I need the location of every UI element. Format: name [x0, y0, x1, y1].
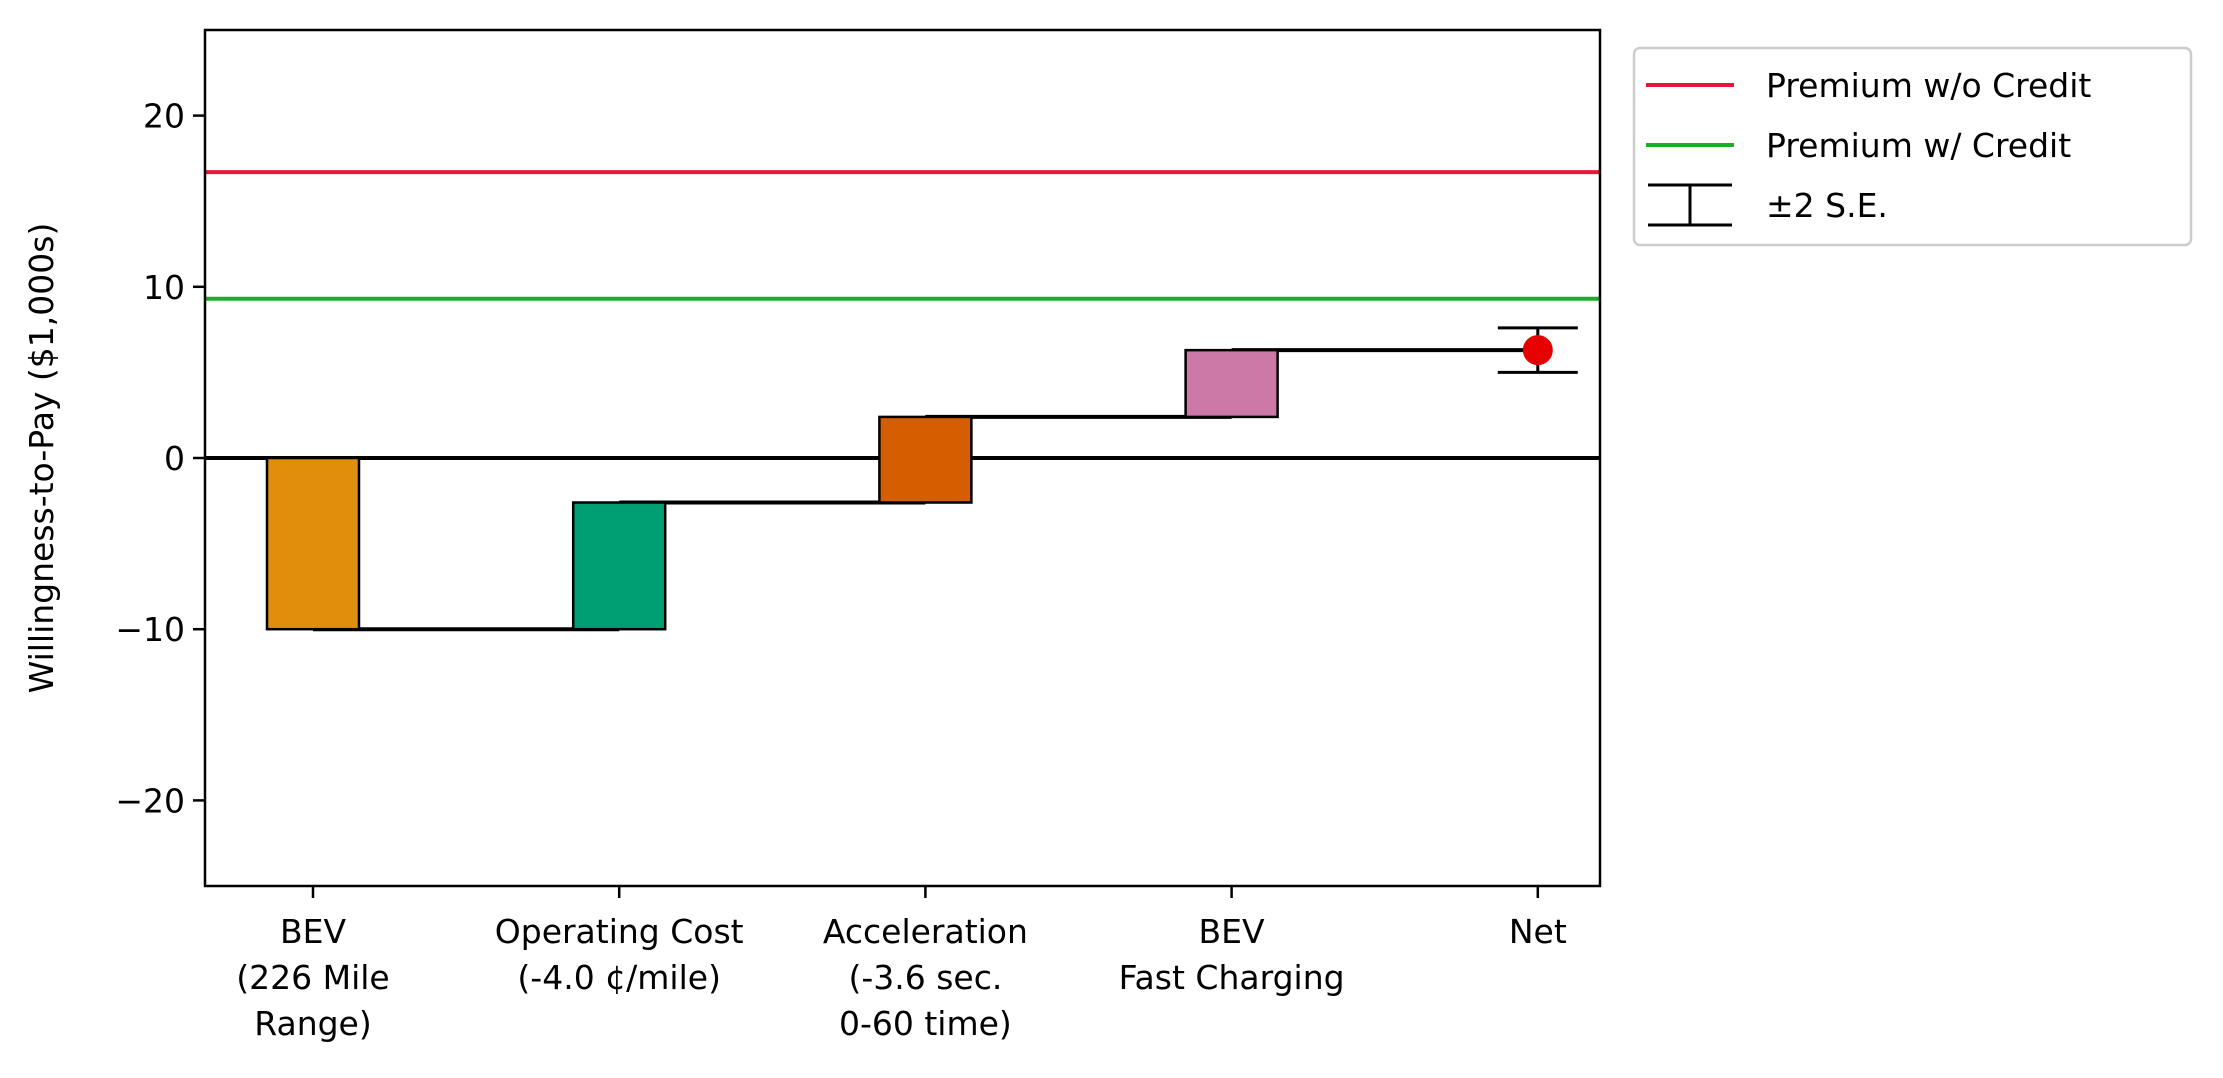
y-tick-label: −10 [115, 610, 185, 649]
bar [265, 456, 361, 631]
x-tick-label: Operating Cost (-4.0 ¢/mile) [495, 912, 744, 997]
y-axis-label: Willingness-to-Pay ($1,000s) [22, 223, 61, 694]
net-point [1522, 335, 1553, 366]
reference-lines [205, 170, 1600, 301]
x-tick-label: Acceleration (-3.6 sec. 0-60 time) [823, 912, 1028, 1043]
y-tick-label: −20 [115, 781, 185, 820]
legend-box [1632, 46, 2193, 247]
bar [1184, 348, 1279, 419]
y-tick-label: 10 [143, 268, 185, 307]
legend-label: Premium w/ Credit [1766, 126, 2071, 165]
legend-label: Premium w/o Credit [1766, 66, 2091, 105]
legend: Premium w/o Credit Premium w/ Credit ±2 S.… [1632, 46, 2193, 247]
net-marker-layer [1497, 326, 1578, 374]
x-axis: BEV (226 Mile Range) Operating Cost (-4.0 ¢/… [236, 886, 1567, 1043]
y-axis: −20 −10 0 10 20 [115, 97, 205, 820]
x-tick-label: BEV (226 Mile Range) [236, 912, 389, 1043]
connectors [313, 348, 1538, 632]
bar [571, 501, 667, 631]
legend-label: ±2 S.E. [1766, 186, 1888, 225]
y-tick-label: 20 [143, 97, 185, 136]
bars [265, 348, 1279, 631]
bar [878, 415, 973, 504]
y-tick-label: 0 [164, 439, 185, 478]
x-tick-label: Net [1509, 912, 1567, 951]
x-tick-label: BEV Fast Charging [1119, 912, 1345, 997]
